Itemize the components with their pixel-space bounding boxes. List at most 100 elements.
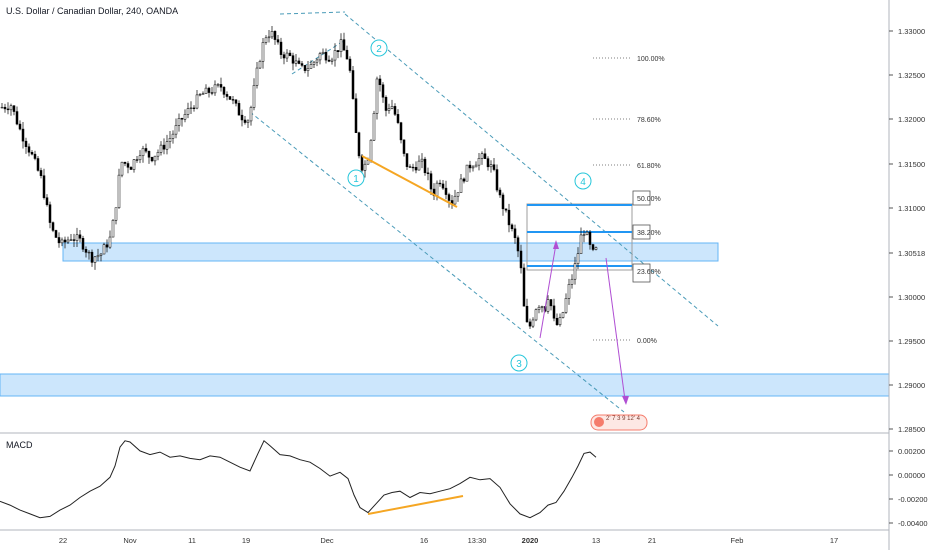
wave-3: 3 bbox=[516, 359, 522, 370]
fib-label-786: 78.60% bbox=[637, 117, 661, 124]
resistance-zone[interactable] bbox=[62, 242, 719, 262]
event-badge[interactable]: 2' 7 3 9 12' 4 bbox=[590, 414, 648, 431]
macd-axis[interactable]: 0.00200 0.00000 -0.00200 -0.00400 bbox=[889, 447, 928, 528]
candle-body bbox=[156, 152, 160, 157]
top-connect-line[interactable] bbox=[279, 11, 346, 15]
candle-body bbox=[51, 222, 55, 231]
time-label: 11 bbox=[188, 536, 196, 545]
price-tick: 1.32500 bbox=[898, 71, 925, 80]
time-label: 17 bbox=[830, 536, 838, 545]
candle-body bbox=[522, 267, 526, 307]
macd-tick: -0.00200 bbox=[898, 495, 928, 504]
candle-body bbox=[60, 239, 64, 244]
candle-body bbox=[243, 119, 247, 123]
time-label: 19 bbox=[242, 536, 250, 545]
candle-body bbox=[444, 187, 448, 195]
candle-body bbox=[72, 239, 76, 241]
candle-body bbox=[36, 158, 40, 171]
candle-body bbox=[90, 251, 94, 263]
candle-body bbox=[162, 144, 166, 150]
candle-body bbox=[129, 167, 133, 170]
time-label: 13 bbox=[592, 536, 600, 545]
candle-body bbox=[81, 238, 85, 250]
candle-body bbox=[465, 164, 469, 182]
fib-label-618: 61.80% bbox=[637, 163, 661, 170]
time-label: 13:30 bbox=[468, 536, 487, 545]
candle-body bbox=[21, 128, 25, 142]
candle-body bbox=[423, 158, 427, 174]
candle-body bbox=[549, 299, 553, 307]
candle-body bbox=[42, 175, 46, 198]
candle-body bbox=[144, 148, 148, 152]
candle-body bbox=[177, 118, 181, 126]
top-inner-line[interactable] bbox=[291, 39, 346, 75]
candle-body bbox=[360, 155, 364, 171]
channel-lower-line[interactable] bbox=[249, 111, 625, 413]
candle-body bbox=[78, 234, 82, 239]
macd-line[interactable] bbox=[0, 440, 597, 519]
candle-body bbox=[207, 87, 211, 93]
candle-body bbox=[291, 55, 295, 64]
candle-body bbox=[66, 239, 70, 243]
candle-body bbox=[111, 220, 115, 238]
candle-body bbox=[189, 107, 193, 109]
candle-body bbox=[39, 170, 43, 176]
candle-body bbox=[438, 182, 442, 185]
candle-body bbox=[75, 234, 79, 241]
candle-body bbox=[168, 138, 172, 142]
candle-body bbox=[417, 160, 421, 171]
support-zone[interactable] bbox=[0, 373, 890, 397]
candle-body bbox=[528, 321, 532, 327]
wave-labels: 1 2 3 4 bbox=[347, 39, 592, 372]
candle-body bbox=[105, 244, 109, 248]
candle-body bbox=[297, 60, 301, 64]
candle-body bbox=[132, 159, 136, 170]
candle-body bbox=[174, 125, 178, 135]
candle-body bbox=[411, 166, 415, 169]
candle-body bbox=[378, 78, 382, 86]
fib-labels: 100.00% 78.60% 61.80% 50.00% 38.20% 23.6… bbox=[632, 56, 665, 345]
candle-body bbox=[501, 194, 505, 210]
candle-body bbox=[375, 78, 379, 114]
time-label: 21 bbox=[648, 536, 656, 545]
candle-body bbox=[459, 178, 463, 193]
candle-body bbox=[318, 53, 322, 61]
fib-label-0: 0.00% bbox=[637, 338, 657, 345]
candle-body bbox=[237, 103, 241, 116]
candle-body bbox=[414, 167, 418, 171]
candle-body bbox=[6, 108, 10, 111]
candle-body bbox=[198, 94, 202, 96]
candle-body bbox=[570, 278, 574, 285]
candle-body bbox=[471, 166, 475, 169]
price-tick: 1.32000 bbox=[898, 115, 925, 124]
candle-body bbox=[273, 31, 277, 40]
candle-body bbox=[24, 140, 28, 147]
candle-body bbox=[351, 70, 355, 99]
macd-tick: 0.00200 bbox=[898, 447, 925, 456]
time-label: Dec bbox=[320, 536, 334, 545]
candle-body bbox=[138, 155, 142, 161]
projection-arrows[interactable] bbox=[539, 240, 629, 405]
candle-body bbox=[195, 94, 199, 109]
candle-body bbox=[462, 178, 466, 182]
candle-body bbox=[186, 108, 190, 115]
candle-body bbox=[327, 59, 331, 62]
candle-body bbox=[540, 306, 544, 308]
price-axis[interactable]: 1.33000 1.32500 1.32000 1.31500 1.31000 … bbox=[889, 27, 925, 434]
candle-body bbox=[405, 153, 409, 167]
candle-body bbox=[282, 54, 286, 59]
candle-body bbox=[366, 160, 370, 165]
candle-body bbox=[333, 50, 337, 61]
candle-body bbox=[420, 158, 424, 162]
candle-body bbox=[201, 93, 205, 95]
price-divergence-line[interactable] bbox=[361, 155, 458, 208]
candle-body bbox=[579, 234, 583, 254]
candle-body bbox=[306, 68, 310, 71]
fib-label-382: 38.20% bbox=[637, 230, 661, 237]
time-axis[interactable]: 22 Nov 11 19 Dec 16 13:30 2020 13 21 Feb… bbox=[59, 536, 838, 545]
candle-body bbox=[276, 39, 280, 43]
candle-body bbox=[585, 231, 589, 236]
macd-divergence-line[interactable] bbox=[367, 495, 464, 515]
candle-body bbox=[330, 59, 334, 62]
